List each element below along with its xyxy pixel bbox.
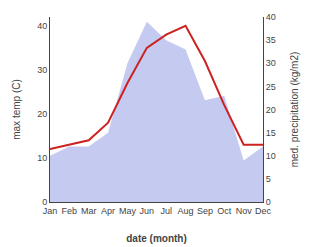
svg-text:20: 20 — [266, 105, 276, 115]
svg-text:Apr: Apr — [101, 206, 115, 216]
svg-text:Feb: Feb — [62, 206, 78, 216]
svg-text:20: 20 — [37, 109, 47, 119]
svg-text:25: 25 — [266, 82, 276, 92]
svg-text:5: 5 — [266, 174, 271, 184]
svg-text:May: May — [119, 206, 137, 216]
svg-text:0: 0 — [266, 197, 271, 207]
svg-text:Jan: Jan — [43, 206, 58, 216]
svg-text:Sep: Sep — [197, 206, 213, 216]
svg-text:med. precipitation (kg/m2): med. precipitation (kg/m2) — [289, 52, 300, 168]
svg-text:10: 10 — [37, 153, 47, 163]
svg-text:10: 10 — [266, 151, 276, 161]
svg-text:30: 30 — [266, 58, 276, 68]
svg-text:40: 40 — [266, 12, 276, 22]
svg-text:40: 40 — [37, 21, 47, 31]
svg-text:35: 35 — [266, 35, 276, 45]
svg-text:15: 15 — [266, 128, 276, 138]
svg-text:Mar: Mar — [81, 206, 97, 216]
svg-text:30: 30 — [37, 65, 47, 75]
svg-text:max temp (C): max temp (C) — [11, 79, 22, 140]
svg-text:date (month): date (month) — [126, 233, 187, 244]
svg-text:Jun: Jun — [140, 206, 155, 216]
svg-text:Oct: Oct — [217, 206, 232, 216]
svg-text:Jul: Jul — [160, 206, 172, 216]
svg-text:Nov: Nov — [236, 206, 253, 216]
svg-text:0: 0 — [42, 197, 47, 207]
svg-text:Dec: Dec — [255, 206, 272, 216]
svg-text:Aug: Aug — [178, 206, 194, 216]
